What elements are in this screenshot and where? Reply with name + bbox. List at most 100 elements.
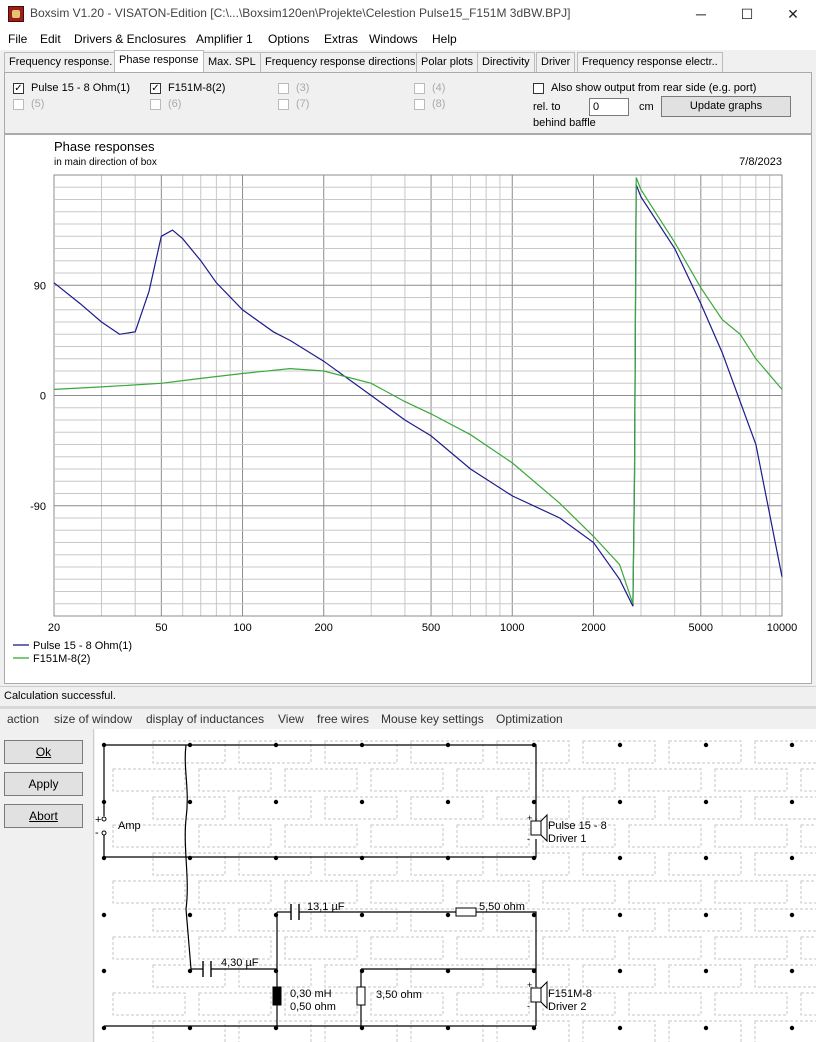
- amp-terminal-plus[interactable]: [101, 816, 107, 822]
- connection-node[interactable]: [703, 855, 709, 861]
- cmenu-free-wires[interactable]: free wires: [317, 712, 370, 726]
- component-slot[interactable]: [456, 992, 530, 1016]
- component-slot[interactable]: [198, 824, 272, 848]
- cmenu-action[interactable]: action: [7, 712, 40, 726]
- component-slot[interactable]: [410, 740, 484, 764]
- tab-frequency-response-directions[interactable]: Frequency response directions: [260, 52, 421, 72]
- component-slot[interactable]: [324, 908, 398, 932]
- component-slot[interactable]: [370, 824, 444, 848]
- driver-3-checkbox[interactable]: [278, 83, 289, 94]
- component-slot[interactable]: [152, 740, 226, 764]
- component-slot[interactable]: [582, 1020, 656, 1042]
- component-slot[interactable]: [668, 852, 742, 876]
- component-slot[interactable]: [628, 824, 702, 848]
- component-slot[interactable]: [370, 936, 444, 960]
- tab-max-spl[interactable]: Max. SPL: [203, 52, 261, 72]
- component-slot[interactable]: [324, 852, 398, 876]
- tab-frequency-response-electrical[interactable]: Frequency response electr..: [577, 52, 723, 72]
- connection-node[interactable]: [789, 912, 795, 918]
- component-slot[interactable]: [582, 908, 656, 932]
- driver-1-symbol[interactable]: [530, 813, 548, 843]
- component-slot[interactable]: [284, 936, 358, 960]
- component-slot[interactable]: [542, 768, 616, 792]
- component-slot[interactable]: [714, 824, 788, 848]
- component-slot[interactable]: [238, 1020, 312, 1042]
- component-slot[interactable]: [456, 824, 530, 848]
- component-slot[interactable]: [628, 768, 702, 792]
- connection-node[interactable]: [703, 742, 709, 748]
- capacitor-c2[interactable]: [202, 961, 212, 977]
- tab-directivity[interactable]: Directivity: [477, 52, 535, 72]
- connection-node[interactable]: [273, 799, 279, 805]
- component-slot[interactable]: [754, 908, 816, 932]
- component-slot[interactable]: [668, 964, 742, 988]
- cmenu-optimization[interactable]: Optimization: [496, 712, 563, 726]
- component-slot[interactable]: [800, 936, 816, 960]
- connection-node[interactable]: [445, 912, 451, 918]
- component-slot[interactable]: [238, 852, 312, 876]
- menu-extras[interactable]: Extras: [324, 32, 359, 46]
- component-slot[interactable]: [410, 1020, 484, 1042]
- connection-node[interactable]: [445, 968, 451, 974]
- component-slot[interactable]: [496, 964, 570, 988]
- component-slot[interactable]: [324, 796, 398, 820]
- connection-node[interactable]: [101, 912, 107, 918]
- component-slot[interactable]: [496, 796, 570, 820]
- component-slot[interactable]: [198, 936, 272, 960]
- menu-edit[interactable]: Edit: [40, 32, 61, 46]
- driver-1-checkbox[interactable]: ✓: [13, 83, 24, 94]
- component-slot[interactable]: [496, 908, 570, 932]
- update-graphs-button[interactable]: Update graphs: [661, 96, 791, 117]
- component-slot[interactable]: [496, 740, 570, 764]
- connection-node[interactable]: [703, 799, 709, 805]
- component-slot[interactable]: [198, 768, 272, 792]
- component-slot[interactable]: [370, 768, 444, 792]
- tab-frequency-response[interactable]: Frequency response.: [4, 52, 118, 72]
- connection-node[interactable]: [101, 968, 107, 974]
- component-slot[interactable]: [496, 1020, 570, 1042]
- component-slot[interactable]: [152, 852, 226, 876]
- component-slot[interactable]: [238, 740, 312, 764]
- component-slot[interactable]: [668, 908, 742, 932]
- rear-side-checkbox[interactable]: [533, 83, 544, 94]
- connection-node[interactable]: [617, 742, 623, 748]
- component-slot[interactable]: [714, 992, 788, 1016]
- driver-8-checkbox[interactable]: [414, 99, 425, 110]
- connection-node[interactable]: [273, 1025, 279, 1031]
- connection-node[interactable]: [531, 912, 537, 918]
- offset-input[interactable]: 0: [589, 98, 629, 116]
- driver-4-checkbox[interactable]: [414, 83, 425, 94]
- connection-node[interactable]: [703, 968, 709, 974]
- cmenu-view[interactable]: View: [278, 712, 304, 726]
- connection-node[interactable]: [789, 1025, 795, 1031]
- component-slot[interactable]: [754, 1020, 816, 1042]
- component-slot[interactable]: [370, 880, 444, 904]
- connection-node[interactable]: [617, 855, 623, 861]
- component-slot[interactable]: [582, 964, 656, 988]
- menu-options[interactable]: Options: [268, 32, 310, 46]
- abort-button[interactable]: Abort: [4, 804, 83, 828]
- component-slot[interactable]: [668, 1020, 742, 1042]
- component-slot[interactable]: [152, 908, 226, 932]
- cmenu-size-of-window[interactable]: size of window: [54, 712, 133, 726]
- menu-amplifier[interactable]: Amplifier 1: [196, 32, 253, 46]
- component-slot[interactable]: [324, 740, 398, 764]
- amp-terminal-minus[interactable]: [101, 830, 107, 836]
- tab-polar-plots[interactable]: Polar plots: [416, 52, 478, 72]
- component-slot[interactable]: [800, 768, 816, 792]
- component-slot[interactable]: [496, 852, 570, 876]
- component-slot[interactable]: [410, 964, 484, 988]
- capacitor-c1[interactable]: [290, 904, 300, 920]
- connection-node[interactable]: [445, 1025, 451, 1031]
- crossover-schematic[interactable]: + - Amp Pulse 15 - 8 Driver 1 F151M-8 Dr…: [95, 729, 816, 1042]
- resistor-r1[interactable]: [455, 907, 477, 917]
- connection-node[interactable]: [359, 799, 365, 805]
- component-slot[interactable]: [800, 992, 816, 1016]
- component-slot[interactable]: [754, 852, 816, 876]
- connection-node[interactable]: [789, 855, 795, 861]
- component-slot[interactable]: [238, 908, 312, 932]
- component-slot[interactable]: [628, 936, 702, 960]
- menu-help[interactable]: Help: [432, 32, 457, 46]
- connection-node[interactable]: [617, 799, 623, 805]
- component-slot[interactable]: [714, 936, 788, 960]
